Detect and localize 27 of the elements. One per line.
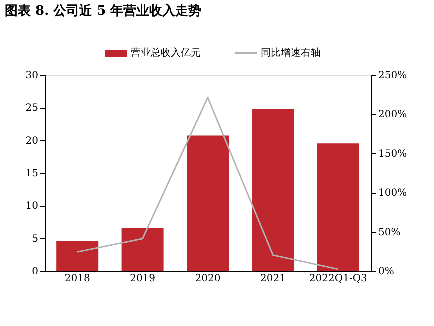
y2-tick-label: 100% bbox=[378, 188, 408, 200]
legend-label: 营业总收入亿元 bbox=[131, 47, 201, 59]
y-tick-label: 10 bbox=[26, 201, 38, 212]
legend-label: 同比增速右轴 bbox=[261, 47, 321, 59]
y-tick-label: 0 bbox=[32, 266, 38, 278]
x-tick-label: 2020 bbox=[195, 274, 221, 284]
bar bbox=[317, 144, 360, 271]
x-tick-label: 2019 bbox=[130, 274, 156, 284]
y2-tick-label: 0% bbox=[378, 266, 394, 278]
bar bbox=[56, 240, 99, 271]
y-tick-label: 5 bbox=[32, 234, 38, 245]
chart-title: 图表 8. 公司近 5 年营业收入走势 bbox=[5, 3, 202, 19]
bar bbox=[187, 136, 229, 271]
x-tick-label: 2018 bbox=[64, 274, 90, 284]
y-tick-label: 15 bbox=[26, 168, 38, 180]
y2-tick-label: 150% bbox=[378, 148, 408, 160]
y-tick-label: 25 bbox=[26, 103, 38, 114]
y2-tick-label: 50% bbox=[378, 227, 401, 238]
x-tick-label: 2021 bbox=[260, 274, 286, 284]
y-tick-label: 30 bbox=[26, 70, 38, 82]
y2-tick-label: 200% bbox=[378, 110, 408, 121]
line-series bbox=[76, 96, 340, 270]
y2-tick-label: 250% bbox=[378, 70, 408, 82]
x-tick-label: 2022Q1-Q3 bbox=[309, 274, 368, 284]
bar bbox=[122, 228, 164, 271]
y-tick-label: 20 bbox=[26, 136, 38, 147]
bar bbox=[252, 108, 294, 271]
